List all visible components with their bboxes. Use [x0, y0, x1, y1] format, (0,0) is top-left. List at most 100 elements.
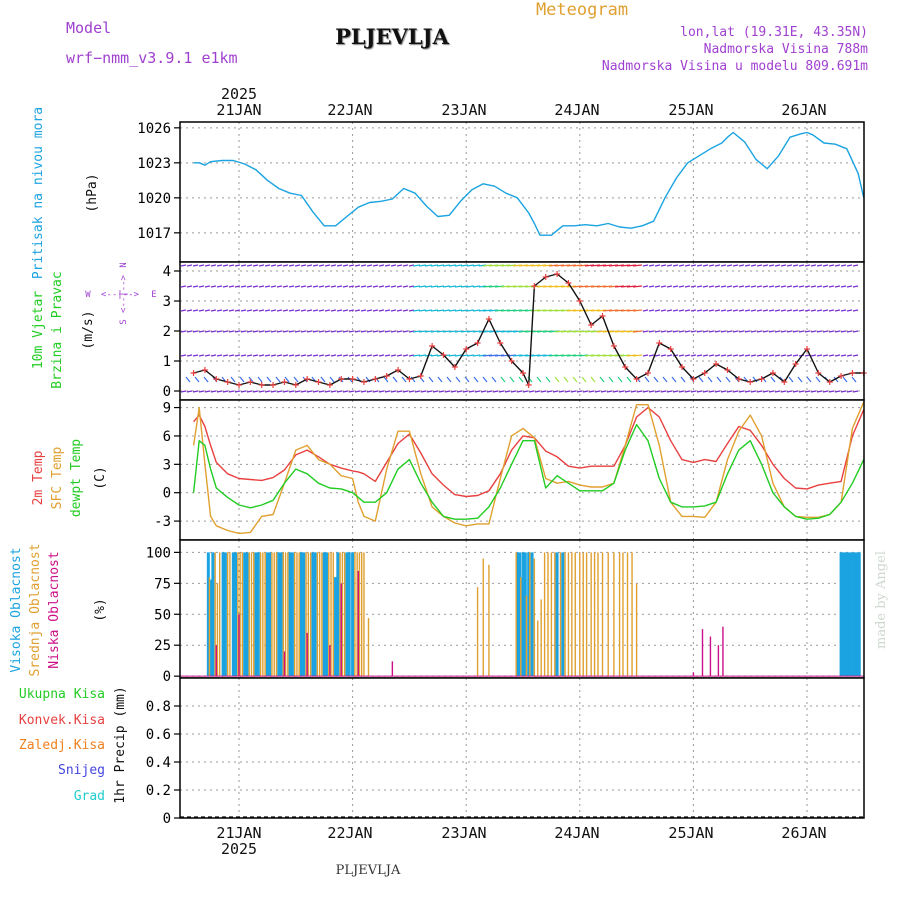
wind-barb [518, 354, 529, 357]
wind-speed-marker [315, 379, 322, 385]
high-cloud-bar [279, 552, 283, 677]
wind-barb [228, 264, 235, 267]
wind-barb [204, 390, 211, 393]
precip-unit: 1hr Precip (mm) [113, 686, 128, 803]
mid-cloud-bar [273, 552, 275, 677]
wind-barb [576, 390, 583, 393]
wind-barb [624, 390, 631, 393]
wind-barb [560, 330, 571, 333]
wind-unit: (m/s) [81, 310, 96, 349]
wind-barb [602, 330, 613, 333]
wind-barb [768, 264, 775, 267]
wind-barb [494, 330, 505, 333]
wind-barb [660, 354, 667, 357]
wind-barb [288, 330, 295, 333]
wind-barb [264, 309, 271, 312]
wind-barb [246, 330, 253, 333]
wind-barb [566, 264, 577, 267]
wind-barb [482, 309, 493, 312]
wind-barb [396, 390, 403, 393]
wind-barb [578, 330, 589, 333]
high-cloud-bar [231, 552, 235, 677]
wind-barb [436, 285, 445, 288]
bottom-date-label: 23JAN [441, 824, 486, 842]
wind-barb [491, 376, 497, 383]
wind-barb [626, 354, 637, 357]
wind-barb [828, 309, 835, 312]
wind-barb [774, 309, 781, 312]
precipitation-panel: 0 0.2 0.4 0.6 0.8 [146, 677, 865, 827]
wind-barb [412, 285, 421, 288]
wind-barb [348, 285, 355, 288]
wind-barb [494, 354, 505, 357]
wind-barb [702, 390, 709, 393]
high-cloud-bar [221, 552, 225, 677]
wind-barb [762, 309, 769, 312]
wind-barb [324, 309, 331, 312]
wind-barb [378, 330, 385, 333]
wind-barb [360, 309, 367, 312]
precip-frame [179, 677, 865, 819]
wind-barb [548, 264, 559, 267]
wind-ytick-label: 0 [163, 384, 171, 400]
wind-barb [554, 330, 565, 333]
wind-barb [554, 264, 565, 267]
wind-barb [354, 330, 361, 333]
wind-barb [654, 390, 661, 393]
high-cloud-bar [555, 552, 559, 677]
wind-barb [198, 354, 205, 357]
wind-barb [348, 390, 355, 393]
wind-barb [264, 354, 271, 357]
wind-barb [482, 264, 493, 267]
wind-barb [780, 309, 787, 312]
top-year-label: 2025 [221, 85, 257, 103]
mid-cloud-bar [482, 558, 484, 677]
high-cloud-bar [299, 552, 303, 677]
wind-barb [578, 309, 589, 312]
wind-barb [264, 330, 271, 333]
wind-barb [378, 309, 385, 312]
wind-barb [626, 285, 637, 288]
wind-barb [642, 285, 649, 288]
wind-barb [186, 309, 193, 312]
wind-barb [180, 309, 187, 312]
wind-barb [390, 264, 397, 267]
wind-barb [258, 390, 265, 393]
wind-barb [596, 330, 607, 333]
mid-cloud-bar [529, 552, 531, 677]
wind-barb [834, 309, 841, 312]
footer-station: PLJEVLJA [336, 863, 401, 878]
wind-barb [654, 354, 661, 357]
wind-barb [578, 264, 589, 267]
wind-barb [436, 309, 445, 312]
pressure-ytick-label: 1023 [137, 156, 171, 172]
wind-speed-marker [525, 382, 532, 388]
wind-barb [366, 390, 373, 393]
wind-barb [642, 309, 649, 312]
wind-barb [732, 264, 739, 267]
wind-barb [780, 330, 787, 333]
wind-barb [620, 285, 631, 288]
wind-barb [648, 390, 655, 393]
mid-cloud-bar [343, 552, 346, 677]
low-cloud-bar [283, 651, 286, 677]
pressure-ytick-label: 1017 [137, 226, 171, 242]
wind-barb [660, 309, 667, 312]
wind-barb [524, 354, 535, 357]
wind-barb [504, 390, 511, 393]
wind-speed-marker [520, 370, 526, 376]
wind-barb [768, 354, 775, 357]
mid-cloud-bar [593, 552, 596, 677]
wind-barb [366, 264, 373, 267]
wind-barb [460, 264, 469, 267]
wind-barb [442, 330, 451, 333]
wind-barb [276, 285, 283, 288]
wind-barb [306, 309, 313, 312]
wind-barb [786, 390, 793, 393]
pressure-panel: 1017 1020 1023 1026 [137, 121, 865, 263]
wind-barb [512, 309, 523, 312]
wind-barb [276, 309, 283, 312]
wind-barb [852, 285, 859, 288]
wind-barb [216, 354, 223, 357]
mid-cloud-bar [626, 552, 629, 677]
